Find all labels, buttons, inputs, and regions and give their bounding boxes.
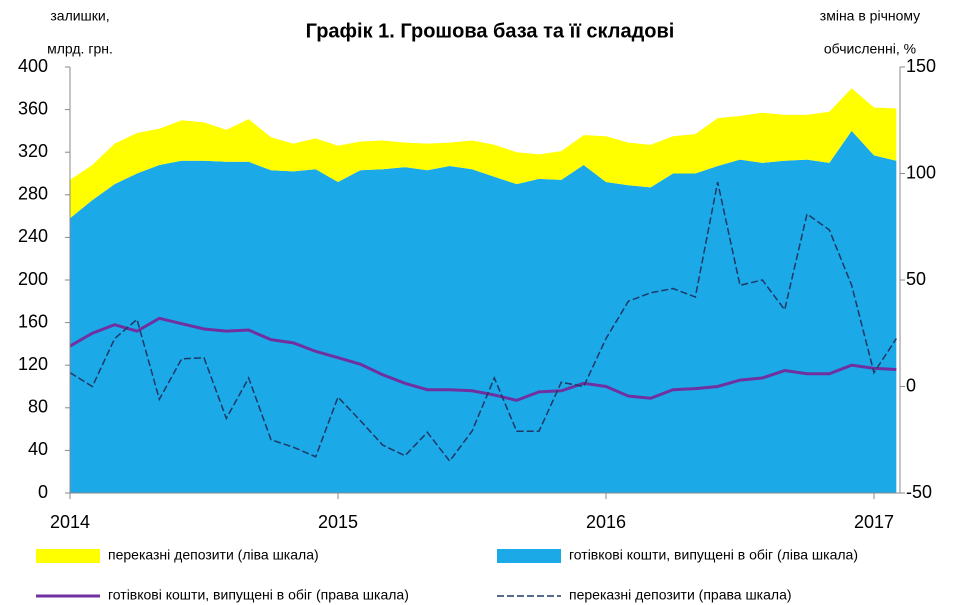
y-tick-label: 280 [18, 184, 48, 204]
y-tick-label: 240 [18, 226, 48, 246]
chart-title: Графік 1. Грошова база та її складові [306, 20, 675, 42]
y2-tick-label: 100 [906, 162, 936, 182]
y2-tick-label: 50 [906, 269, 926, 289]
y-tick-label: 40 [28, 439, 48, 459]
legend-swatch [36, 549, 100, 563]
x-tick-label: 2016 [586, 512, 626, 532]
x-tick-label: 2015 [318, 512, 358, 532]
y-tick-label: 320 [18, 141, 48, 161]
y-tick-label: 80 [28, 397, 48, 417]
y-axis-label: залишки, [50, 8, 109, 24]
y-axis-label: млрд. грн. [47, 41, 113, 57]
y-tick-label: 360 [18, 98, 48, 118]
y2-tick-label: -50 [906, 482, 932, 502]
y-tick-label: 160 [18, 311, 48, 331]
area [70, 130, 897, 493]
legend-label: переказні депозити (ліва шкала) [108, 547, 319, 563]
area [70, 88, 897, 219]
line [69, 316, 897, 402]
line [69, 181, 897, 463]
y-tick-label: 0 [38, 482, 48, 502]
y2-axis-label: обчисленні, % [824, 41, 916, 57]
x-tick-label: 2014 [50, 512, 90, 532]
x-tick-label: 2017 [854, 512, 894, 532]
y-tick-label: 200 [18, 269, 48, 289]
y-tick-label: 120 [18, 354, 48, 374]
y2-tick-label: 0 [906, 375, 916, 395]
y-tick-label: 400 [18, 56, 48, 76]
legend-swatch [497, 549, 561, 563]
y2-axis-label: зміна в річному [820, 8, 920, 24]
y2-tick-label: 150 [906, 56, 936, 76]
legend-label: готівкові кошти, випущені в обіг (ліва ш… [569, 547, 858, 563]
legend-label: переказні депозити (права шкала) [569, 587, 792, 603]
legend-label: готівкові кошти, випущені в обіг (права … [108, 587, 409, 603]
